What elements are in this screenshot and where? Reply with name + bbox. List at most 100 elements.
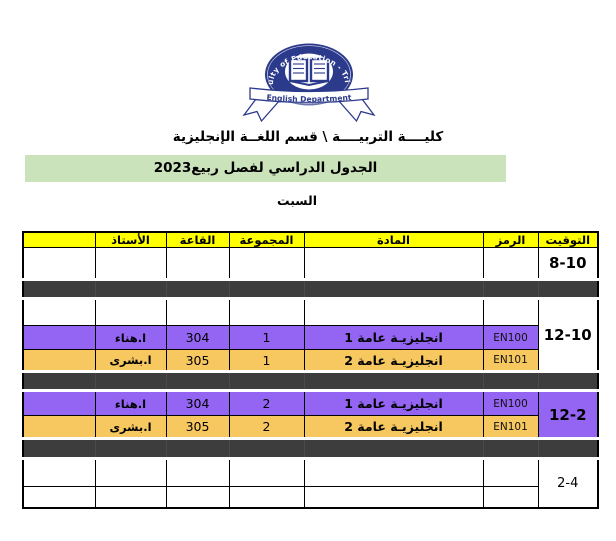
margin-cell xyxy=(22,458,96,487)
course-row: EN100 انجليزيـة عامة 1 1 304 ا.هناء xyxy=(22,325,598,350)
course-row: EN101 انجليزيـة عامة 2 1 305 ا.بشرى xyxy=(22,349,598,372)
separator-cell xyxy=(228,278,305,300)
header-cell-group: المجموعة xyxy=(228,231,305,248)
header-row: التوقيت الرمز المادة المجموعة القاعة الأ… xyxy=(22,231,599,248)
header-cell-code: الرمز xyxy=(482,231,539,248)
separator-row xyxy=(22,278,599,300)
time-slot-cell: 2-4 xyxy=(537,458,599,508)
empty-cell xyxy=(94,486,167,508)
empty-cell xyxy=(165,247,230,280)
svg-text:English Department: English Department xyxy=(266,93,352,104)
separator-cell xyxy=(94,370,167,392)
timeslot-row xyxy=(22,486,598,508)
course-group-cell: 2 xyxy=(228,390,305,416)
separator-cell xyxy=(165,278,230,300)
course-row: 12-2 EN100 انجليزيـة عامة 1 2 304 ا.هناء xyxy=(22,390,599,439)
margin-cell xyxy=(22,247,96,280)
time-slot-cell: 8-10 xyxy=(537,247,599,280)
empty-cell xyxy=(228,247,305,280)
logo-inner-ring xyxy=(267,45,351,104)
course-subject-cell: انجليزيـة عامة 2 xyxy=(303,349,484,372)
empty-cell xyxy=(228,298,305,326)
separator-cell xyxy=(537,437,599,460)
semester-banner-text: الجدول الدراسي لفصل ربيع2023 xyxy=(153,160,378,176)
separator-cell xyxy=(537,278,599,300)
separator-cell xyxy=(94,437,167,460)
logo-banner-text: English Department xyxy=(266,93,352,104)
empty-cell xyxy=(482,298,539,326)
header-cell-teacher: الأستاذ xyxy=(94,231,167,248)
course-code-cell: EN100 xyxy=(482,390,539,416)
empty-cell xyxy=(303,486,484,508)
separator-cell xyxy=(22,437,96,460)
course-code-cell: EN100 xyxy=(482,325,539,350)
empty-cell xyxy=(228,486,305,508)
empty-cell xyxy=(482,486,539,508)
day-label: السبت xyxy=(276,193,318,208)
separator-cell xyxy=(482,278,539,300)
semester-banner: الجدول الدراسي لفصل ربيع2023 xyxy=(25,155,506,182)
course-teacher-cell: ا.هناء xyxy=(94,325,167,350)
course-group-cell: 1 xyxy=(228,349,305,372)
margin-cell xyxy=(22,325,96,350)
margin-cell xyxy=(22,298,96,326)
separator-cell xyxy=(303,437,484,460)
course-room-cell: 304 xyxy=(165,325,230,350)
separator-cell xyxy=(165,437,230,460)
empty-cell xyxy=(94,298,167,326)
separator-cell xyxy=(22,370,96,392)
separator-cell xyxy=(94,278,167,300)
separator-cell xyxy=(228,437,305,460)
margin-cell xyxy=(22,486,96,508)
margin-cell xyxy=(22,349,96,372)
course-subject-cell: انجليزيـة عامة 1 xyxy=(303,390,484,416)
course-subject-cell: انجليزيـة عامة 2 xyxy=(303,415,484,439)
course-room-cell: 305 xyxy=(165,349,230,372)
course-teacher-cell: ا.بشرى xyxy=(94,415,167,439)
time-slot-cell: 12-2 xyxy=(537,390,599,439)
separator-cell xyxy=(303,370,484,392)
faculty-logo: Faculty of Education - Tripoli English D… xyxy=(237,24,390,126)
separator-cell xyxy=(482,370,539,392)
separator-cell xyxy=(537,370,599,392)
empty-cell xyxy=(228,458,305,487)
course-subject-cell: انجليزيـة عامة 1 xyxy=(303,325,484,350)
margin-cell xyxy=(22,231,96,248)
course-teacher-cell: ا.بشرى xyxy=(94,349,167,372)
separator-row xyxy=(22,437,599,460)
margin-cell xyxy=(22,415,96,439)
separator-cell xyxy=(22,278,96,300)
course-room-cell: 305 xyxy=(165,415,230,439)
header-cell-room: القاعة xyxy=(165,231,230,248)
logo-motto-strip xyxy=(292,102,326,106)
separator-cell xyxy=(482,437,539,460)
course-room-cell: 304 xyxy=(165,390,230,416)
empty-cell xyxy=(165,486,230,508)
empty-cell xyxy=(482,458,539,487)
empty-cell xyxy=(165,458,230,487)
course-group-cell: 1 xyxy=(228,325,305,350)
course-code-cell: EN101 xyxy=(482,349,539,372)
timeslot-row: 2-4 xyxy=(22,458,599,508)
timeslot-row: 12-10 xyxy=(22,298,599,372)
empty-cell xyxy=(303,298,484,326)
page-title: كليــــة التربيــــة \ قسم اللغــة الإنج… xyxy=(172,129,444,145)
separator-cell xyxy=(303,278,484,300)
header-cell-subject: المادة xyxy=(303,231,484,248)
separator-cell xyxy=(165,370,230,392)
course-row: EN101 انجليزيـة عامة 2 2 305 ا.بشرى xyxy=(22,415,598,439)
empty-cell xyxy=(303,458,484,487)
separator-cell xyxy=(228,370,305,392)
course-code-cell: EN101 xyxy=(482,415,539,439)
empty-cell xyxy=(165,298,230,326)
empty-cell xyxy=(94,247,167,280)
margin-cell xyxy=(22,390,96,416)
time-slot-cell: 12-10 xyxy=(537,298,599,372)
course-teacher-cell: ا.هناء xyxy=(94,390,167,416)
open-book-icon xyxy=(288,57,330,87)
empty-cell xyxy=(94,458,167,487)
empty-cell xyxy=(303,247,484,280)
empty-cell xyxy=(482,247,539,280)
schedule-table: التوقيت الرمز المادة المجموعة القاعة الأ… xyxy=(22,231,599,509)
